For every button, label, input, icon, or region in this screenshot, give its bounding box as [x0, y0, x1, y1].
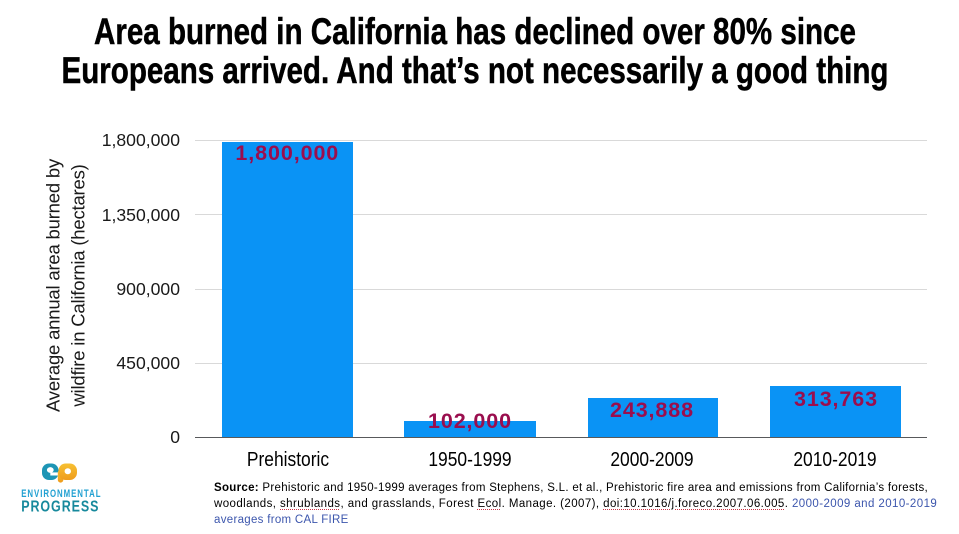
- svg-text:PROGRESS: PROGRESS: [21, 498, 99, 516]
- svg-text:ENVIRONMENTAL: ENVIRONMENTAL: [21, 488, 101, 499]
